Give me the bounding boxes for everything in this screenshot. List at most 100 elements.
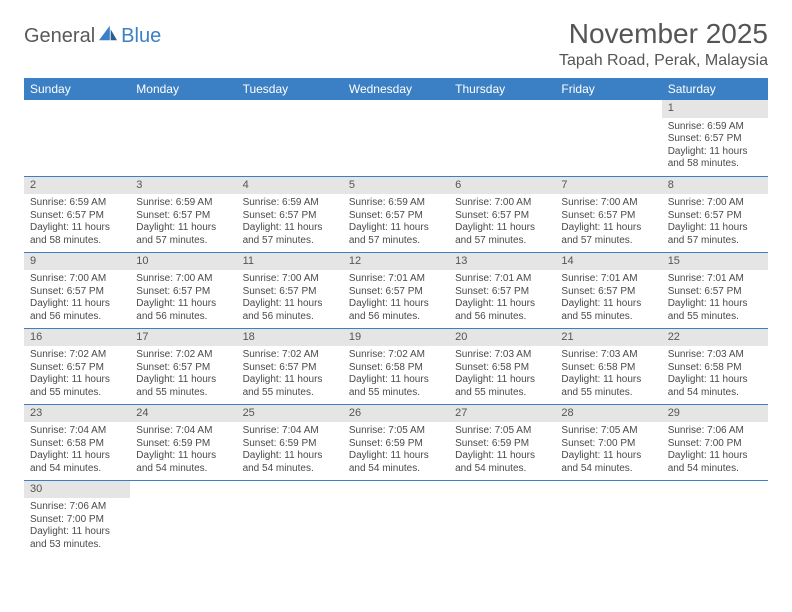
col-friday: Friday xyxy=(555,78,661,100)
calendar-cell: 14Sunrise: 7:01 AMSunset: 6:57 PMDayligh… xyxy=(555,252,661,328)
sunrise-text: Sunrise: 7:00 AM xyxy=(561,197,655,210)
sunset-text: Sunset: 6:57 PM xyxy=(455,286,549,299)
logo-sail-icon xyxy=(97,24,119,48)
daylight-text-2: and 56 minutes. xyxy=(30,311,124,324)
calendar-cell: 23Sunrise: 7:04 AMSunset: 6:58 PMDayligh… xyxy=(24,404,130,480)
sunrise-text: Sunrise: 7:02 AM xyxy=(30,349,124,362)
day-details: Sunrise: 7:04 AMSunset: 6:59 PMDaylight:… xyxy=(237,422,343,479)
calendar-cell: 30Sunrise: 7:06 AMSunset: 7:00 PMDayligh… xyxy=(24,480,130,556)
day-number: 18 xyxy=(237,329,343,347)
daylight-text-2: and 53 minutes. xyxy=(30,539,124,552)
sunrise-text: Sunrise: 7:00 AM xyxy=(668,197,762,210)
sunset-text: Sunset: 6:58 PM xyxy=(455,362,549,375)
day-details: Sunrise: 7:02 AMSunset: 6:57 PMDaylight:… xyxy=(130,346,236,403)
calendar-cell: .. xyxy=(130,480,236,556)
calendar-cell: 27Sunrise: 7:05 AMSunset: 6:59 PMDayligh… xyxy=(449,404,555,480)
calendar-cell: .. xyxy=(130,100,236,176)
day-details: Sunrise: 7:01 AMSunset: 6:57 PMDaylight:… xyxy=(343,270,449,327)
calendar-body: ............1Sunrise: 6:59 AMSunset: 6:5… xyxy=(24,100,768,556)
day-details: Sunrise: 7:03 AMSunset: 6:58 PMDaylight:… xyxy=(449,346,555,403)
sunset-text: Sunset: 7:00 PM xyxy=(668,438,762,451)
day-details: Sunrise: 7:04 AMSunset: 6:58 PMDaylight:… xyxy=(24,422,130,479)
daylight-text-1: Daylight: 11 hours xyxy=(30,450,124,463)
day-number: 8 xyxy=(662,177,768,195)
daylight-text-2: and 57 minutes. xyxy=(136,235,230,248)
daylight-text-2: and 54 minutes. xyxy=(561,463,655,476)
sunrise-text: Sunrise: 7:01 AM xyxy=(561,273,655,286)
sunset-text: Sunset: 6:58 PM xyxy=(561,362,655,375)
calendar-cell: .. xyxy=(343,480,449,556)
daylight-text-1: Daylight: 11 hours xyxy=(455,374,549,387)
col-tuesday: Tuesday xyxy=(237,78,343,100)
day-details: Sunrise: 7:00 AMSunset: 6:57 PMDaylight:… xyxy=(555,194,661,251)
sunrise-text: Sunrise: 7:04 AM xyxy=(243,425,337,438)
sunset-text: Sunset: 6:57 PM xyxy=(561,286,655,299)
daylight-text-2: and 55 minutes. xyxy=(136,387,230,400)
daylight-text-1: Daylight: 11 hours xyxy=(561,222,655,235)
sunset-text: Sunset: 6:57 PM xyxy=(30,286,124,299)
daylight-text-1: Daylight: 11 hours xyxy=(668,146,762,159)
page-header: General Blue November 2025 Tapah Road, P… xyxy=(24,18,768,70)
sunset-text: Sunset: 6:57 PM xyxy=(668,210,762,223)
calendar-week: 23Sunrise: 7:04 AMSunset: 6:58 PMDayligh… xyxy=(24,404,768,480)
sunrise-text: Sunrise: 6:59 AM xyxy=(243,197,337,210)
calendar-cell: 12Sunrise: 7:01 AMSunset: 6:57 PMDayligh… xyxy=(343,252,449,328)
daylight-text-2: and 56 minutes. xyxy=(349,311,443,324)
col-saturday: Saturday xyxy=(662,78,768,100)
calendar-cell: .. xyxy=(237,100,343,176)
calendar-cell: 29Sunrise: 7:06 AMSunset: 7:00 PMDayligh… xyxy=(662,404,768,480)
day-number: 30 xyxy=(24,481,130,499)
day-number: 9 xyxy=(24,253,130,271)
calendar-week: 16Sunrise: 7:02 AMSunset: 6:57 PMDayligh… xyxy=(24,328,768,404)
col-wednesday: Wednesday xyxy=(343,78,449,100)
location-text: Tapah Road, Perak, Malaysia xyxy=(559,52,768,70)
daylight-text-2: and 57 minutes. xyxy=(668,235,762,248)
day-details: Sunrise: 7:05 AMSunset: 6:59 PMDaylight:… xyxy=(449,422,555,479)
calendar-cell: 9Sunrise: 7:00 AMSunset: 6:57 PMDaylight… xyxy=(24,252,130,328)
sunrise-text: Sunrise: 7:06 AM xyxy=(668,425,762,438)
day-details: Sunrise: 6:59 AMSunset: 6:57 PMDaylight:… xyxy=(237,194,343,251)
sunset-text: Sunset: 6:57 PM xyxy=(136,286,230,299)
sunset-text: Sunset: 6:58 PM xyxy=(668,362,762,375)
sunset-text: Sunset: 6:59 PM xyxy=(243,438,337,451)
day-number: 4 xyxy=(237,177,343,195)
daylight-text-1: Daylight: 11 hours xyxy=(668,222,762,235)
calendar-cell: .. xyxy=(555,480,661,556)
day-details: Sunrise: 7:00 AMSunset: 6:57 PMDaylight:… xyxy=(449,194,555,251)
daylight-text-1: Daylight: 11 hours xyxy=(455,222,549,235)
daylight-text-1: Daylight: 11 hours xyxy=(243,374,337,387)
sunset-text: Sunset: 6:58 PM xyxy=(349,362,443,375)
daylight-text-2: and 55 minutes. xyxy=(349,387,443,400)
day-number: 22 xyxy=(662,329,768,347)
sunrise-text: Sunrise: 7:02 AM xyxy=(136,349,230,362)
day-number: 3 xyxy=(130,177,236,195)
day-details: Sunrise: 7:01 AMSunset: 6:57 PMDaylight:… xyxy=(662,270,768,327)
calendar-week: 9Sunrise: 7:00 AMSunset: 6:57 PMDaylight… xyxy=(24,252,768,328)
sunrise-text: Sunrise: 7:03 AM xyxy=(668,349,762,362)
day-number: 19 xyxy=(343,329,449,347)
daylight-text-1: Daylight: 11 hours xyxy=(243,450,337,463)
daylight-text-2: and 55 minutes. xyxy=(668,311,762,324)
col-monday: Monday xyxy=(130,78,236,100)
daylight-text-2: and 57 minutes. xyxy=(349,235,443,248)
sunrise-text: Sunrise: 6:59 AM xyxy=(349,197,443,210)
calendar-cell: 28Sunrise: 7:05 AMSunset: 7:00 PMDayligh… xyxy=(555,404,661,480)
logo-text-a: General xyxy=(24,25,95,48)
daylight-text-1: Daylight: 11 hours xyxy=(136,298,230,311)
day-number: 24 xyxy=(130,405,236,423)
sunrise-text: Sunrise: 7:01 AM xyxy=(668,273,762,286)
sunset-text: Sunset: 6:59 PM xyxy=(349,438,443,451)
day-details: Sunrise: 7:03 AMSunset: 6:58 PMDaylight:… xyxy=(662,346,768,403)
calendar-cell: 3Sunrise: 6:59 AMSunset: 6:57 PMDaylight… xyxy=(130,176,236,252)
logo: General Blue xyxy=(24,18,161,48)
day-details: Sunrise: 7:02 AMSunset: 6:58 PMDaylight:… xyxy=(343,346,449,403)
sunrise-text: Sunrise: 7:00 AM xyxy=(136,273,230,286)
daylight-text-1: Daylight: 11 hours xyxy=(349,222,443,235)
calendar-cell: 10Sunrise: 7:00 AMSunset: 6:57 PMDayligh… xyxy=(130,252,236,328)
sunrise-text: Sunrise: 7:05 AM xyxy=(561,425,655,438)
day-number: 21 xyxy=(555,329,661,347)
day-details: Sunrise: 6:59 AMSunset: 6:57 PMDaylight:… xyxy=(343,194,449,251)
daylight-text-2: and 54 minutes. xyxy=(668,463,762,476)
day-number: 11 xyxy=(237,253,343,271)
sunrise-text: Sunrise: 7:01 AM xyxy=(349,273,443,286)
